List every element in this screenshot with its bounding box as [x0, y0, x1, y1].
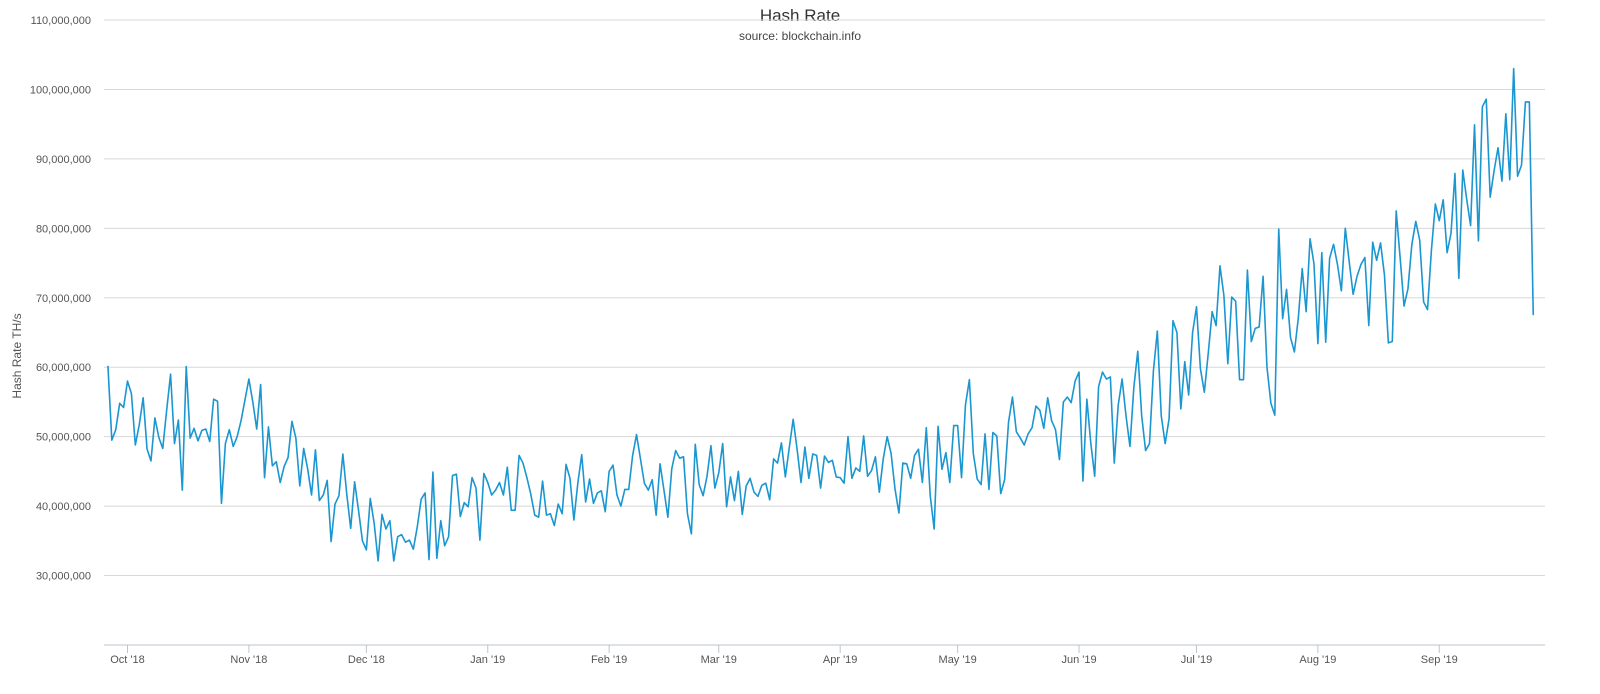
- x-tick-label: Nov '18: [230, 654, 267, 666]
- y-tick-label: 100,000,000: [30, 84, 91, 96]
- y-axis-label: Hash Rate TH/s: [10, 313, 24, 398]
- y-tick-label: 90,000,000: [36, 154, 91, 166]
- x-axis: Oct '18 Nov '18 Dec '18 Jan '19 Feb '19 Mar '…: [104, 644, 1545, 666]
- y-tick-label: 30,000,000: [36, 571, 91, 583]
- chart-subtitle: source: blockchain.info: [739, 29, 861, 43]
- x-tick-label: Apr '19: [823, 654, 858, 666]
- y-tick-label: 60,000,000: [36, 362, 91, 374]
- x-tick-label: Jul '19: [1181, 654, 1212, 666]
- hash-rate-series-line: [107, 67, 1535, 562]
- x-tick-label: Sep '19: [1421, 654, 1458, 666]
- y-tick-label: 70,000,000: [36, 293, 91, 305]
- chart-title: Hash Rate: [760, 6, 840, 25]
- series-layer: [107, 67, 1535, 562]
- y-tick-label: 110,000,000: [31, 15, 91, 27]
- x-tick-label: Feb '19: [591, 654, 627, 666]
- x-tick-label: Dec '18: [348, 654, 385, 666]
- x-tick-label: May '19: [939, 654, 977, 666]
- x-tick-label: Jan '19: [470, 654, 505, 666]
- gridlines: [104, 19, 1545, 577]
- y-tick-label: 50,000,000: [36, 432, 91, 444]
- x-tick-label: Jun '19: [1061, 654, 1096, 666]
- y-axis-ticks: 30,000,000 40,000,000 50,000,000 60,000,000…: [30, 15, 91, 583]
- x-tick-label: Oct '18: [110, 654, 145, 666]
- x-tick-label: Mar '19: [701, 654, 737, 666]
- y-tick-label: 40,000,000: [36, 501, 91, 513]
- y-tick-label: 80,000,000: [36, 223, 91, 235]
- x-tick-label: Aug '19: [1299, 654, 1336, 666]
